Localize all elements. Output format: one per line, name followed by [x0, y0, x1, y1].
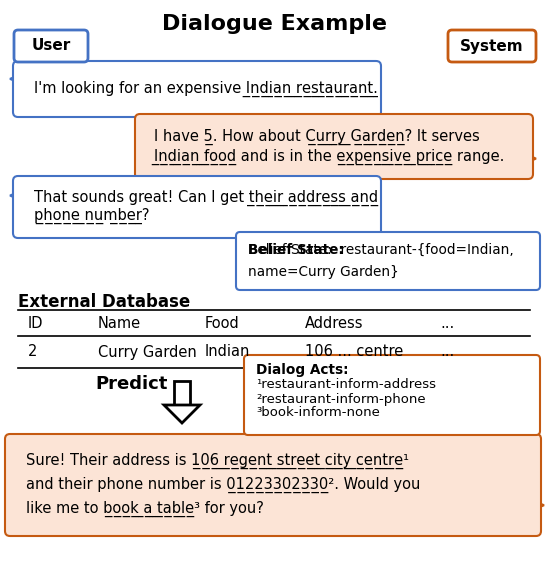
- Text: ID: ID: [28, 316, 43, 332]
- Polygon shape: [10, 189, 24, 202]
- Polygon shape: [530, 499, 544, 511]
- FancyBboxPatch shape: [244, 355, 540, 435]
- Text: Predict: Predict: [95, 375, 167, 393]
- FancyBboxPatch shape: [5, 434, 541, 536]
- Text: I have 5̲. How about C̲u̲r̲r̲y̲ ̲G̲a̲r̲d̲e̲n̲? It serves: I have 5̲. How about C̲u̲r̲r̲y̲ ̲G̲a̲r̲d…: [154, 128, 480, 145]
- FancyBboxPatch shape: [236, 232, 540, 290]
- Text: System: System: [460, 39, 524, 53]
- Text: User: User: [31, 39, 71, 53]
- Polygon shape: [522, 152, 536, 165]
- FancyBboxPatch shape: [448, 30, 536, 62]
- Text: Belief State:  restaurant-{food=Indian,: Belief State: restaurant-{food=Indian,: [248, 243, 514, 257]
- FancyBboxPatch shape: [14, 30, 88, 62]
- Text: I'm looking for an expensive I̲n̲d̲i̲a̲n̲ ̲r̲e̲s̲t̲a̲u̲r̲a̲n̲t̲.̲: I'm looking for an expensive I̲n̲d̲i̲a̲n…: [34, 81, 378, 97]
- Text: Name: Name: [98, 316, 141, 332]
- Polygon shape: [174, 381, 190, 405]
- Text: name=Curry Garden}: name=Curry Garden}: [248, 265, 399, 279]
- Text: 2: 2: [28, 345, 37, 359]
- FancyBboxPatch shape: [135, 114, 533, 179]
- Text: 106 ... centre: 106 ... centre: [305, 345, 403, 359]
- Text: ...: ...: [440, 316, 454, 332]
- Text: Dialogue Example: Dialogue Example: [162, 14, 386, 34]
- Polygon shape: [10, 73, 24, 85]
- Text: ¹restaurant-inform-address: ¹restaurant-inform-address: [256, 379, 436, 391]
- Text: Indian: Indian: [205, 345, 250, 359]
- Text: and their phone number is 0̲1̲2̲2̲3̲3̲0̲2̲3̲3̲0̲². Would you: and their phone number is 0̲1̲2̲2̲3̲3̲0̲…: [26, 477, 420, 493]
- Text: I̲n̲d̲i̲a̲n̲ ̲f̲o̲o̲d̲ and is in the e̲x̲p̲e̲n̲s̲i̲v̲e̲ ̲p̲r̲i̲c̲e̲ range.: I̲n̲d̲i̲a̲n̲ ̲f̲o̲o̲d̲ and is in the e̲x…: [154, 148, 504, 165]
- Text: Curry Garden: Curry Garden: [98, 345, 197, 359]
- Text: External Database: External Database: [18, 293, 190, 311]
- Text: ...: ...: [440, 345, 454, 359]
- Text: Dialog Acts:: Dialog Acts:: [256, 363, 349, 377]
- Text: p̲h̲o̲n̲e̲ ̲n̲u̲m̲b̲e̲r̲?: p̲h̲o̲n̲e̲ ̲n̲u̲m̲b̲e̲r̲?: [34, 208, 150, 224]
- Text: Sure! Their address is 1̲0̲6̲ ̲r̲e̲g̲e̲n̲t̲ ̲s̲t̲r̲e̲e̲t̲ ̲c̲i̲t̲y̲ ̲c̲e̲n̲t̲r̲e: Sure! Their address is 1̲0̲6̲ ̲r̲e̲g̲e̲n…: [26, 453, 409, 469]
- Text: ²restaurant-inform-phone: ²restaurant-inform-phone: [256, 393, 426, 406]
- FancyBboxPatch shape: [13, 176, 381, 238]
- Text: Address: Address: [305, 316, 363, 332]
- Text: Food: Food: [205, 316, 240, 332]
- Text: ³book-inform-none: ³book-inform-none: [256, 407, 380, 420]
- Text: like me to b̲o̲o̲k̲ ̲a̲ ̲t̲a̲b̲l̲e̲³ for you?: like me to b̲o̲o̲k̲ ̲a̲ ̲t̲a̲b̲l̲e̲³ for…: [26, 501, 264, 517]
- FancyBboxPatch shape: [13, 61, 381, 117]
- Text: Belief State:: Belief State:: [248, 243, 344, 257]
- Text: That sounds great! Can I get t̲h̲e̲i̲r̲ ̲a̲d̲d̲r̲e̲s̲s̲ ̲a̲n̲d̲: That sounds great! Can I get t̲h̲e̲i̲r̲ …: [34, 189, 378, 206]
- Polygon shape: [164, 405, 200, 423]
